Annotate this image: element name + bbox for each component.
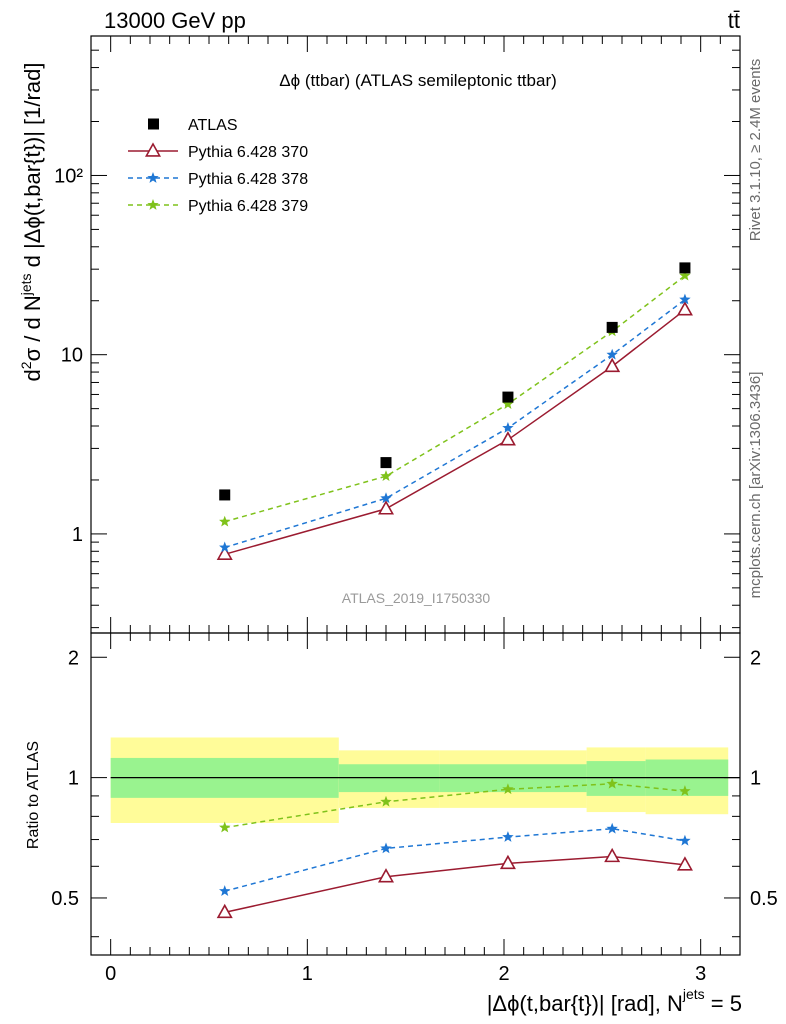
series-line xyxy=(224,783,685,829)
data-point xyxy=(502,783,514,795)
x-axis-label: |Δϕ(t,bar{t})| [rad], Njets = 5 xyxy=(487,986,742,1016)
data-point xyxy=(380,492,392,504)
series-line xyxy=(224,855,685,914)
legend: ATLAS Pythia 6.428 370 Pythia 6.428 378 Pyt… xyxy=(128,117,308,215)
ratio-tick-label-left: 0.5 xyxy=(51,888,79,910)
ratio-uncertainty-bands xyxy=(110,737,740,823)
x-tick-label: 0 xyxy=(105,963,116,985)
y-axis-label: d2σ / d Njets d |Δϕ(t,bar{t})| [1/rad] xyxy=(18,63,45,382)
data-point xyxy=(499,854,516,870)
main-axis-ticks: 1 10 10² xyxy=(54,35,741,633)
process-label: tt̄ xyxy=(728,8,740,33)
data-point xyxy=(219,885,231,897)
data-point xyxy=(216,903,233,919)
data-point xyxy=(679,785,691,796)
x-tick-label: 2 xyxy=(498,963,509,985)
ratio-panel: 0.5 0.5 1 1 2 2 0 1 2 3 xyxy=(51,632,778,985)
ratio-axis-ticks: 0.5 0.5 1 1 2 2 0 1 2 3 xyxy=(51,633,778,985)
y-tick-label: 10² xyxy=(54,165,83,187)
data-point xyxy=(502,831,514,842)
data-point xyxy=(502,391,514,403)
main-series xyxy=(216,262,693,560)
legend-marker xyxy=(144,142,162,157)
data-point xyxy=(604,847,621,863)
ratio-tick-label-right: 0.5 xyxy=(750,888,778,910)
data-point xyxy=(499,431,516,446)
data-point xyxy=(606,348,618,360)
chart-title: Δϕ (ttbar) (ATLAS semileptonic ttbar) xyxy=(279,71,557,90)
series-line xyxy=(224,275,686,523)
data-point xyxy=(502,421,514,433)
data-point xyxy=(219,489,231,501)
legend-label: Pythia 6.428 378 xyxy=(188,171,308,188)
data-point xyxy=(676,856,693,871)
legend-label: ATLAS xyxy=(188,117,238,134)
stat-uncertainty-band xyxy=(586,761,646,796)
ratio-tick-label-left: 1 xyxy=(68,768,79,790)
data-point xyxy=(377,500,395,515)
ratio-tick-label-right: 1 xyxy=(750,768,761,790)
data-point xyxy=(219,515,231,527)
data-point xyxy=(219,541,231,553)
legend-marker xyxy=(148,118,159,130)
data-point xyxy=(679,293,691,305)
data-point xyxy=(502,398,514,409)
legend-marker xyxy=(147,199,159,210)
x-tick-label: 3 xyxy=(695,963,706,985)
analysis-watermark: ATLAS_2019_I1750330 xyxy=(342,590,491,606)
data-point xyxy=(604,357,621,373)
ratio-frame xyxy=(90,632,741,956)
data-point xyxy=(380,457,392,469)
data-point xyxy=(219,821,231,833)
data-point xyxy=(216,545,233,560)
series-line xyxy=(224,299,686,549)
data-point xyxy=(679,262,691,274)
main-panel: 1 10 10² Δϕ (ttbar) (ATLAS semileptonic tt… xyxy=(54,35,741,634)
data-point xyxy=(380,470,392,482)
data-point xyxy=(606,321,618,333)
mcplots-label: mcplots.cern.ch [arXiv:1306.3436] xyxy=(747,372,764,599)
x-tick-label: 1 xyxy=(302,963,313,985)
ratio-series xyxy=(216,777,693,919)
legend-label: Pythia 6.428 370 xyxy=(188,144,308,161)
rivet-label: Rivet 3.1.10, ≥ 2.4M events xyxy=(747,59,764,242)
legend-label: Pythia 6.428 379 xyxy=(188,198,308,215)
series-line xyxy=(224,309,686,556)
data-point xyxy=(676,301,693,316)
data-point xyxy=(679,834,691,846)
energy-label: 13000 GeV pp xyxy=(104,8,246,33)
data-point xyxy=(679,269,691,281)
ratio-y-axis-label: Ratio to ATLAS xyxy=(25,741,42,849)
data-point xyxy=(377,868,395,883)
legend-marker xyxy=(147,172,159,183)
ratio-tick-label-left: 2 xyxy=(68,647,79,669)
y-tick-label: 10 xyxy=(61,345,83,367)
data-point xyxy=(606,822,618,834)
data-point xyxy=(380,795,392,807)
data-point xyxy=(606,777,618,789)
y-tick-label: 1 xyxy=(72,524,83,546)
ratio-tick-label-right: 2 xyxy=(750,647,761,669)
data-point xyxy=(380,842,392,854)
